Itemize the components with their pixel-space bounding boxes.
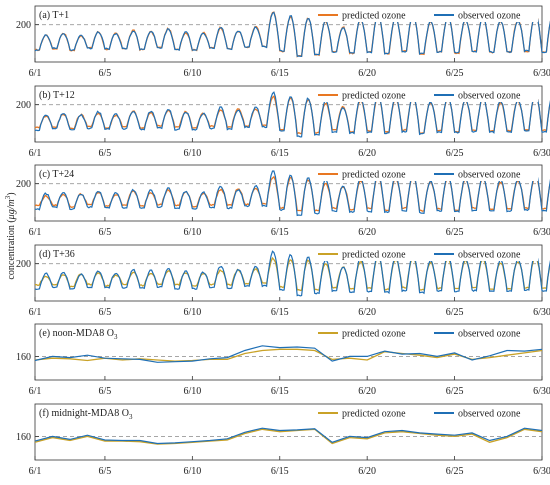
x-tick-label: 6/30: [533, 466, 550, 477]
legend-label: predicted ozone: [342, 409, 406, 420]
x-tick-label: 6/20: [358, 227, 376, 238]
legend-label: predicted ozone: [342, 250, 406, 261]
series-line-observed: [34, 11, 550, 58]
series-line-predicted: [34, 348, 543, 362]
panel-b: 200 6/1 6/5 6/10 6/15 6/20 6/25 6/30 (b) T+12 pre…: [16, 85, 550, 159]
legend-label: predicted ozone: [342, 11, 406, 22]
legend-box: [314, 326, 538, 340]
x-tick-label: 6/25: [446, 466, 464, 477]
x-tick-label: 6/20: [358, 68, 376, 79]
legend-label: observed ozone: [458, 329, 521, 340]
x-tick-label: 6/10: [183, 148, 201, 159]
legend-label: observed ozone: [458, 91, 521, 102]
x-tick-label: 6/30: [533, 307, 550, 318]
x-tick-label: 6/5: [99, 386, 112, 397]
series-line-predicted: [34, 428, 543, 445]
x-tick-label: 6/5: [99, 227, 112, 238]
y-tick-label: 200: [16, 20, 31, 31]
x-tick-label: 6/1: [29, 386, 42, 397]
x-tick-label: 6/10: [183, 466, 201, 477]
x-tick-label: 6/20: [358, 148, 376, 159]
x-tick-label: 6/10: [183, 307, 201, 318]
y-tick-label: 200: [16, 179, 31, 190]
x-tick-label: 6/1: [29, 68, 42, 79]
x-tick-label: 6/15: [271, 466, 289, 477]
panel-title: (f) midnight-MDA8 O3: [39, 408, 133, 421]
x-tick-label: 6/15: [271, 307, 289, 318]
x-tick-label: 6/25: [446, 148, 464, 159]
x-tick-label: 6/25: [446, 307, 464, 318]
legend: predicted ozone observed ozone: [314, 8, 538, 22]
legend-box: [314, 167, 538, 181]
legend-box: [314, 88, 538, 102]
series-line-observed: [34, 170, 550, 217]
panel-c: 200 6/1 6/5 6/10 6/15 6/20 6/25 6/30 (c) T+24 pre…: [16, 164, 550, 238]
x-tick-label: 6/30: [533, 227, 550, 238]
panel-title: (e) noon-MDA8 O3: [39, 328, 118, 341]
x-tick-label: 6/5: [99, 307, 112, 318]
panel-f: 160 6/1 6/5 6/10 6/15 6/20 6/25 6/30 (f) midnigh…: [16, 403, 550, 477]
x-tick-label: 6/30: [533, 148, 550, 159]
y-axis-label: concentration (μg/m3): [4, 192, 17, 279]
panel-a: 200 6/1 6/5 6/10 6/15 6/20 6/25 6/30 (a) T+1 pred…: [16, 5, 550, 79]
series-line-observed: [34, 91, 550, 138]
x-tick-label: 6/10: [183, 227, 201, 238]
x-tick-label: 6/20: [358, 307, 376, 318]
x-tick-label: 6/15: [271, 386, 289, 397]
legend-label: predicted ozone: [342, 170, 406, 181]
legend: predicted ozone observed ozone: [314, 326, 538, 340]
legend: predicted ozone observed ozone: [314, 247, 538, 261]
legend: predicted ozone observed ozone: [314, 167, 538, 181]
panel-title: (c) T+24: [39, 169, 74, 180]
series-line-observed: [34, 250, 550, 297]
panel-title: (a) T+1: [39, 10, 69, 21]
legend: predicted ozone observed ozone: [314, 406, 538, 420]
y-tick-label: 160: [16, 352, 31, 363]
legend-label: observed ozone: [458, 11, 521, 22]
x-tick-label: 6/20: [358, 386, 376, 397]
panel-d: 200 6/1 6/5 6/10 6/15 6/20 6/25 6/30 (d) T+36 pre…: [16, 244, 550, 318]
x-tick-label: 6/20: [358, 466, 376, 477]
legend-box: [314, 8, 538, 22]
x-tick-label: 6/5: [99, 148, 112, 159]
series-line-observed: [34, 345, 543, 363]
x-tick-label: 6/1: [29, 307, 42, 318]
legend-box: [314, 406, 538, 420]
x-tick-label: 6/1: [29, 466, 42, 477]
panel-e: 160 6/1 6/5 6/10 6/15 6/20 6/25 6/30 (e) noon-MD…: [16, 323, 550, 397]
x-tick-label: 6/10: [183, 68, 201, 79]
x-tick-label: 6/1: [29, 148, 42, 159]
x-tick-label: 6/1: [29, 227, 42, 238]
y-tick-label: 160: [16, 432, 31, 443]
panel-title: (b) T+12: [39, 90, 75, 101]
x-tick-label: 6/15: [271, 227, 289, 238]
x-tick-label: 6/10: [183, 386, 201, 397]
x-tick-label: 6/15: [271, 148, 289, 159]
series-line-observed: [34, 427, 543, 445]
x-tick-label: 6/25: [446, 386, 464, 397]
y-tick-label: 200: [16, 100, 31, 111]
legend-label: observed ozone: [458, 409, 521, 420]
x-tick-label: 6/30: [533, 386, 550, 397]
legend-label: predicted ozone: [342, 329, 406, 340]
legend-box: [314, 247, 538, 261]
x-tick-label: 6/30: [533, 68, 550, 79]
legend-label: observed ozone: [458, 170, 521, 181]
x-tick-label: 6/5: [99, 466, 112, 477]
legend-label: predicted ozone: [342, 91, 406, 102]
x-tick-label: 6/15: [271, 68, 289, 79]
legend: predicted ozone observed ozone: [314, 88, 538, 102]
x-tick-label: 6/5: [99, 68, 112, 79]
x-tick-label: 6/25: [446, 68, 464, 79]
y-tick-label: 200: [16, 259, 31, 270]
panel-title: (d) T+36: [39, 249, 75, 260]
legend-label: observed ozone: [458, 250, 521, 261]
x-tick-label: 6/25: [446, 227, 464, 238]
